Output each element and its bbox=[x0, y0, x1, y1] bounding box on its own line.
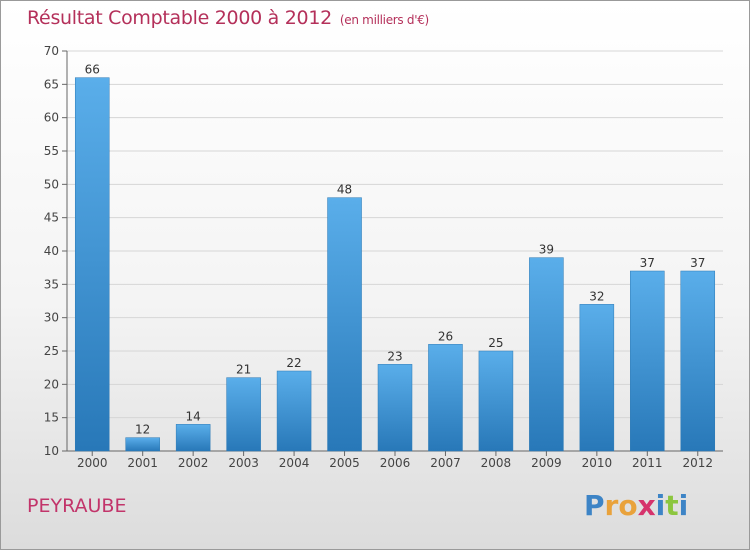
y-tick-label: 30 bbox=[44, 311, 59, 325]
x-tick-label: 2010 bbox=[582, 456, 613, 470]
data-label: 37 bbox=[640, 256, 655, 270]
bar-2001 bbox=[125, 437, 160, 452]
bar-2012 bbox=[680, 270, 716, 452]
data-label: 39 bbox=[539, 243, 554, 257]
bar-2011 bbox=[630, 270, 665, 452]
y-tick-label: 15 bbox=[44, 411, 59, 425]
logo-letter: i bbox=[655, 489, 666, 522]
commune-name: PEYRAUBE bbox=[27, 495, 127, 517]
x-tick-label: 2009 bbox=[531, 456, 562, 470]
data-label: 14 bbox=[186, 409, 201, 423]
x-tick-label: 2001 bbox=[127, 456, 158, 470]
x-tick-label: 2007 bbox=[430, 456, 461, 470]
x-tick-label: 2011 bbox=[632, 456, 663, 470]
data-label: 66 bbox=[85, 63, 100, 77]
bar-2007 bbox=[428, 344, 463, 452]
bar-2004 bbox=[276, 370, 312, 452]
chart-subtitle: (en milliers d'€) bbox=[339, 13, 429, 27]
bar-2009 bbox=[529, 257, 564, 452]
y-tick-label: 60 bbox=[44, 111, 59, 125]
data-label: 25 bbox=[488, 336, 503, 350]
y-tick-label: 65 bbox=[44, 77, 59, 91]
x-tick-label: 2005 bbox=[329, 456, 360, 470]
chart-title-text: Résultat Comptable 2000 à 2012 bbox=[27, 7, 332, 29]
logo-letter: x bbox=[637, 489, 656, 522]
bar-2006 bbox=[377, 364, 413, 452]
chart-title: Résultat Comptable 2000 à 2012 (en millie… bbox=[27, 7, 429, 29]
x-tick-label: 2002 bbox=[178, 456, 209, 470]
x-tick-label: 2012 bbox=[682, 456, 713, 470]
y-tick-label: 50 bbox=[44, 177, 59, 191]
y-tick-label: 35 bbox=[44, 277, 59, 291]
y-tick-label: 10 bbox=[44, 444, 59, 458]
y-tick-label: 45 bbox=[44, 211, 59, 225]
y-tick-label: 70 bbox=[44, 44, 59, 58]
data-label: 37 bbox=[690, 256, 705, 270]
x-tick-label: 2004 bbox=[279, 456, 310, 470]
logo-letter: i bbox=[678, 489, 689, 522]
x-tick-label: 2003 bbox=[228, 456, 259, 470]
logo-letter: t bbox=[665, 489, 679, 522]
x-tick-label: 2000 bbox=[77, 456, 108, 470]
bar-2002 bbox=[175, 424, 211, 452]
labels: 10 15 20 25 30 35 40 45 50 55 60 65 70 2000 66 2001 12 20… bbox=[44, 44, 713, 470]
data-label: 26 bbox=[438, 329, 453, 343]
data-label: 22 bbox=[286, 356, 301, 370]
bar-2008 bbox=[478, 350, 514, 452]
data-label: 12 bbox=[135, 423, 150, 437]
y-tick-label: 40 bbox=[44, 244, 59, 258]
data-label: 32 bbox=[589, 289, 604, 303]
bars bbox=[74, 77, 716, 452]
logo-letter: P bbox=[584, 489, 605, 522]
y-tick-label: 20 bbox=[44, 377, 59, 391]
logo-letter: o bbox=[618, 489, 638, 522]
y-tick-label: 55 bbox=[44, 144, 59, 158]
x-tick-label: 2008 bbox=[481, 456, 512, 470]
bar-2005 bbox=[327, 197, 362, 452]
data-label: 48 bbox=[337, 183, 352, 197]
data-label: 21 bbox=[236, 363, 251, 377]
x-tick-label: 2006 bbox=[380, 456, 411, 470]
bar-2000 bbox=[74, 77, 110, 452]
bar-2010 bbox=[579, 304, 615, 452]
bar-2003 bbox=[226, 377, 261, 452]
proxiti-logo: Proxiti bbox=[584, 489, 688, 522]
data-label: 23 bbox=[387, 349, 402, 363]
y-tick-label: 25 bbox=[44, 344, 59, 358]
logo-letter: r bbox=[604, 489, 619, 522]
